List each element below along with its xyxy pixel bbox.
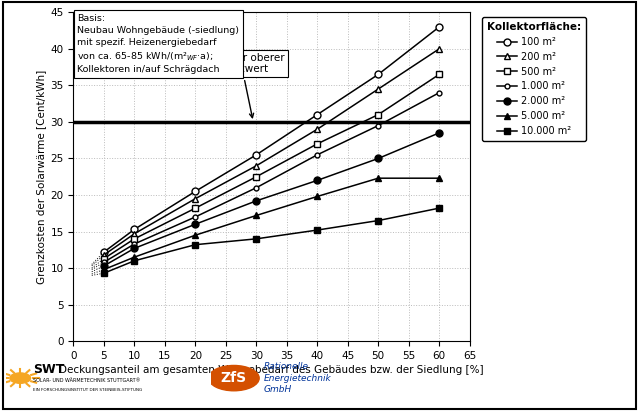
500 m² [192,206,199,210]
1.000 m² [435,90,443,95]
500 m² [130,236,138,241]
10.000 m² [435,206,443,210]
Circle shape [208,365,259,391]
100 m² [100,249,108,254]
Text: Absoluter oberer
Grenzwert: Absoluter oberer Grenzwert [197,53,285,118]
2.000 m² [314,178,321,183]
1.000 m² [252,185,260,190]
Text: Rationelle: Rationelle [264,362,309,371]
1.000 m² [100,260,108,265]
Line: 5.000 m²: 5.000 m² [100,175,443,273]
2.000 m² [374,156,382,161]
1.000 m² [314,152,321,157]
100 m² [252,152,260,157]
Line: 500 m²: 500 m² [100,71,443,262]
Line: 100 m²: 100 m² [100,23,443,256]
200 m² [130,231,138,236]
1.000 m² [130,242,138,247]
X-axis label: Deckungsanteil am gesamten Wärmebedarf des Gebäudes bzw. der Siedlung [%]: Deckungsanteil am gesamten Wärmebedarf d… [59,365,484,375]
10.000 m² [130,258,138,263]
Text: ZfS: ZfS [221,371,247,385]
2.000 m² [252,199,260,203]
2.000 m² [100,263,108,268]
500 m² [252,174,260,179]
2.000 m² [130,246,138,251]
Text: EIN FORSCHUNGSINSTITUT DER STEINBEIS-STIFTUNG: EIN FORSCHUNGSINSTITUT DER STEINBEIS-STI… [33,388,142,392]
5.000 m² [252,213,260,218]
100 m² [130,227,138,232]
Text: GmbH: GmbH [264,385,292,394]
5.000 m² [192,233,199,238]
5.000 m² [435,176,443,181]
Text: Energietechnik: Energietechnik [264,374,332,383]
100 m² [314,112,321,117]
200 m² [374,87,382,92]
500 m² [374,112,382,117]
100 m² [192,189,199,194]
Line: 200 m²: 200 m² [100,45,443,259]
10.000 m² [192,242,199,247]
10.000 m² [314,228,321,233]
5.000 m² [314,194,321,199]
500 m² [314,141,321,146]
10.000 m² [374,218,382,223]
Text: SWT: SWT [33,363,65,376]
500 m² [435,72,443,77]
200 m² [435,46,443,51]
5.000 m² [374,176,382,181]
200 m² [100,252,108,257]
100 m² [435,25,443,30]
5.000 m² [100,267,108,272]
200 m² [252,163,260,168]
2.000 m² [435,130,443,135]
500 m² [100,256,108,261]
200 m² [192,196,199,201]
Text: Basis:
Neubau Wohngebäude (-siedlung)
mit spezif. Heizenergiebedarf
von ca. 65-8: Basis: Neubau Wohngebäude (-siedlung) mi… [77,14,240,74]
1.000 m² [374,123,382,128]
Text: SOLAR- UND WÄRMETECHNIK STUTTGART®: SOLAR- UND WÄRMETECHNIK STUTTGART® [33,379,140,383]
2.000 m² [192,222,199,227]
Line: 2.000 m²: 2.000 m² [100,129,443,269]
Line: 1.000 m²: 1.000 m² [102,90,442,265]
Legend: 100 m², 200 m², 500 m², 1.000 m², 2.000 m², 5.000 m², 10.000 m²: 100 m², 200 m², 500 m², 1.000 m², 2.000 … [482,17,587,141]
Line: 10.000 m²: 10.000 m² [100,205,443,277]
10.000 m² [100,271,108,276]
Y-axis label: Grenzkosten der Solarwärme [Cent/kWh]: Grenzkosten der Solarwärme [Cent/kWh] [36,69,47,284]
Circle shape [10,373,31,383]
10.000 m² [252,236,260,241]
100 m² [374,72,382,77]
5.000 m² [130,255,138,260]
200 m² [314,127,321,132]
1.000 m² [192,215,199,219]
